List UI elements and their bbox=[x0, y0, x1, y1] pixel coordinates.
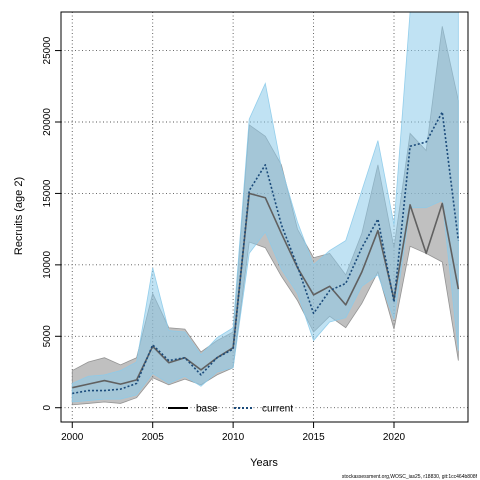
x-tick-label: 2020 bbox=[383, 432, 406, 443]
y-tick-label: 5000 bbox=[42, 325, 53, 348]
x-tick-label: 2000 bbox=[61, 432, 84, 443]
band-current bbox=[71, 12, 459, 403]
y-tick-label: 20000 bbox=[42, 108, 53, 136]
line-current bbox=[72, 111, 460, 395]
series-lines bbox=[72, 111, 460, 395]
footer-text: stockassessment.org,WOSC_ias25, r18830, … bbox=[342, 474, 478, 480]
y-tick-label: 10000 bbox=[42, 251, 53, 279]
confidence-bands bbox=[71, 12, 459, 406]
legend: base current bbox=[168, 404, 293, 415]
axes: 2000 2005 2010 2015 2020 0 5000 10000 15000 20000… bbox=[42, 11, 469, 443]
x-axis-title: Years bbox=[250, 457, 278, 469]
y-tick-label: 0 bbox=[42, 404, 53, 410]
x-tick-label: 2015 bbox=[302, 432, 325, 443]
y-axis-title: Recruits (age 2) bbox=[13, 177, 25, 255]
legend-label-current: current bbox=[262, 404, 293, 415]
y-tick-label: 15000 bbox=[42, 179, 53, 207]
plot-frame bbox=[60, 11, 469, 423]
x-tick-label: 2010 bbox=[222, 432, 245, 443]
legend-label-base: base bbox=[196, 404, 218, 415]
x-tick-label: 2005 bbox=[142, 432, 165, 443]
y-tick-label: 25000 bbox=[42, 36, 53, 64]
